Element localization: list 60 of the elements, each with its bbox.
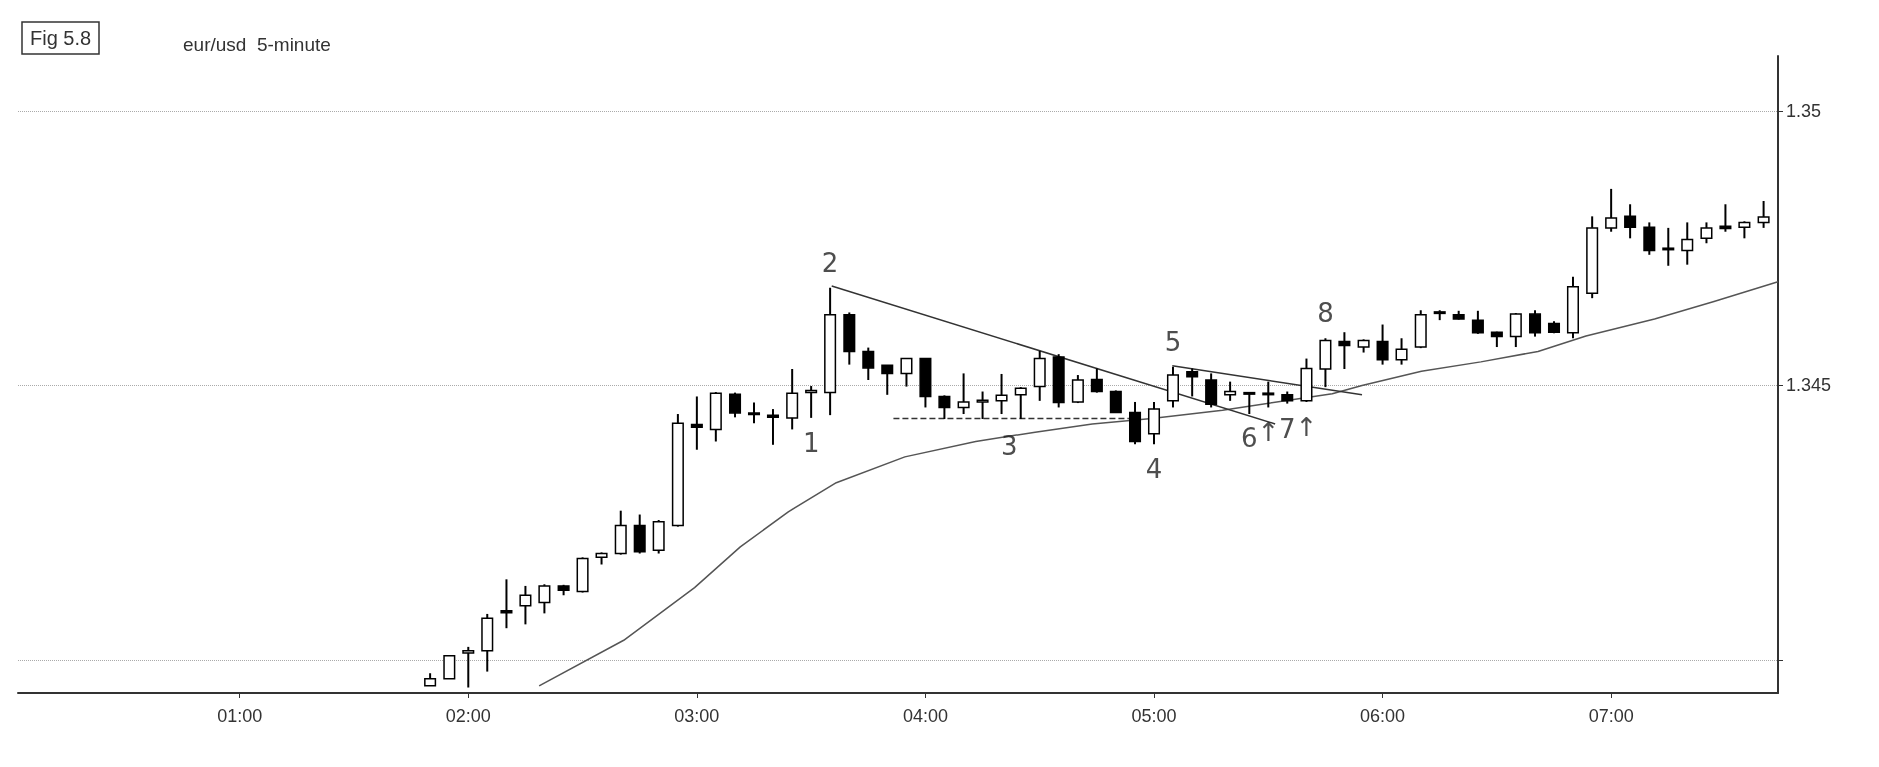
candlestick — [729, 391, 742, 419]
candlestick — [976, 390, 989, 420]
x-tick-label: 03:00 — [674, 706, 720, 726]
candlestick — [1262, 380, 1275, 409]
x-tick-label: 04:00 — [902, 706, 948, 726]
y-tick-label: 1.345 — [1786, 375, 1832, 396]
annotation: 5 — [1164, 326, 1182, 357]
candlestick — [1376, 323, 1389, 366]
candlestick — [1090, 367, 1103, 394]
candlestick — [1700, 221, 1713, 245]
candlestick — [1109, 389, 1122, 414]
candlestick — [519, 584, 532, 626]
candlestick — [881, 364, 894, 396]
candlestick — [1719, 203, 1732, 233]
annotation: 7 — [1278, 413, 1296, 444]
annotation: 3 — [1000, 431, 1018, 462]
candlestick — [1624, 203, 1637, 240]
candlestick — [1662, 226, 1675, 267]
x-tick-label: 06:00 — [1360, 706, 1406, 726]
candlestick — [1529, 309, 1542, 338]
candlestick — [1071, 374, 1084, 405]
annotation: 1 — [802, 427, 820, 458]
candlestick — [1681, 221, 1694, 266]
candlestick — [443, 654, 456, 680]
candlestick — [938, 394, 951, 420]
candlestick — [1509, 312, 1522, 349]
x-tick-label: 02:00 — [445, 706, 491, 726]
candlestick — [747, 401, 761, 425]
annotation: ↑ — [1295, 411, 1318, 442]
x-tick-label: 05:00 — [1131, 706, 1177, 726]
candlestick — [1757, 199, 1770, 229]
x-tick-label: 07:00 — [1588, 706, 1634, 726]
line-series — [538, 280, 1779, 687]
chart-title: Fig 5.8 — [30, 27, 92, 49]
candlestick — [1395, 337, 1408, 366]
candlestick — [1471, 309, 1484, 335]
candlestick — [1338, 331, 1351, 371]
candlestick — [690, 395, 703, 451]
y-tick-label: 1.35 — [1786, 100, 1822, 121]
x-tick-label: 01:00 — [217, 706, 263, 726]
candlestick — [1224, 380, 1237, 402]
annotation: 6 — [1240, 422, 1258, 453]
annotation: 4 — [1145, 454, 1163, 485]
annotation: ↑ — [1257, 417, 1280, 448]
candlestick — [957, 372, 970, 416]
candlestick — [900, 357, 913, 388]
candlestick — [500, 578, 513, 630]
annotation: 2 — [821, 247, 839, 278]
candlestick — [766, 408, 779, 446]
candlestick — [462, 645, 475, 689]
candlestick — [1186, 367, 1199, 398]
candlestick — [1014, 386, 1027, 420]
candlestick — [1643, 221, 1656, 256]
candlestick — [1243, 391, 1256, 416]
candlestick — [862, 346, 875, 381]
chart-subtitle: eur/usd 5-minute — [183, 34, 331, 55]
candlestick — [995, 372, 1008, 416]
candlestick — [1605, 187, 1618, 233]
candlestick — [538, 583, 551, 615]
annotation: 8 — [1317, 298, 1334, 329]
